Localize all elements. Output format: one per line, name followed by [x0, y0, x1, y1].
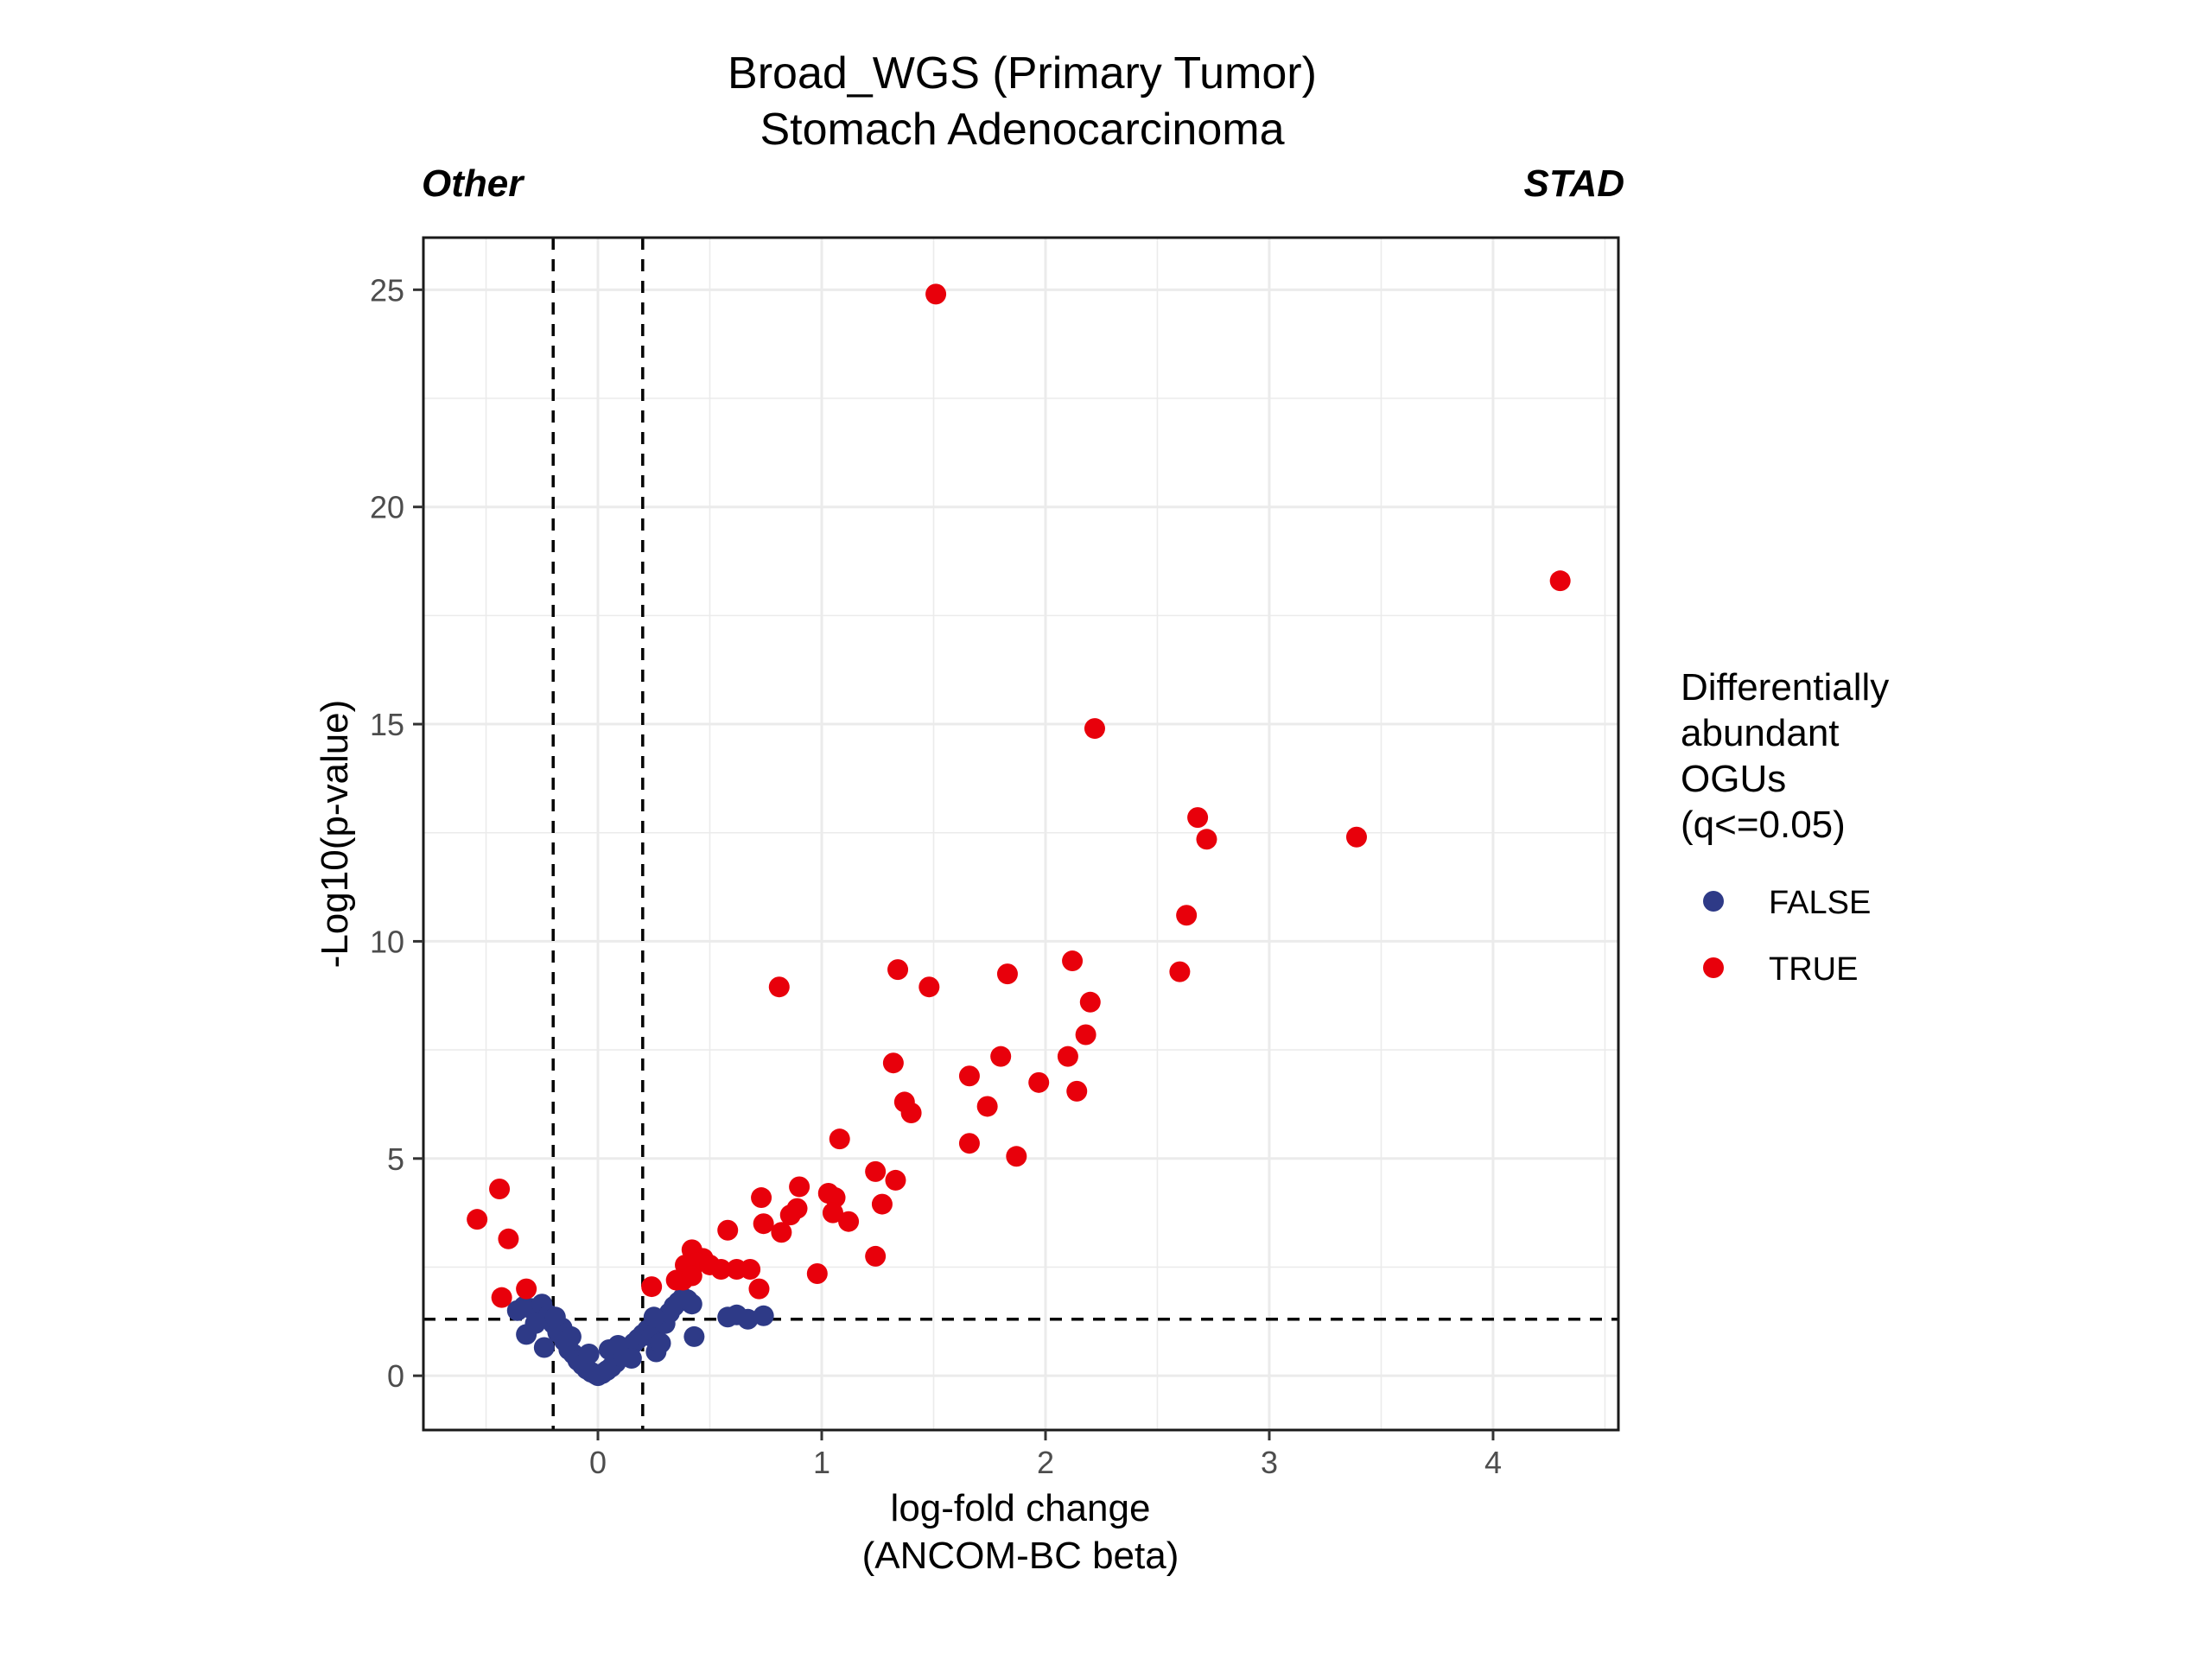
x-tick-label: 2 — [1037, 1445, 1054, 1480]
data-point-true — [467, 1209, 488, 1230]
data-point-true — [748, 1278, 770, 1300]
data-point-true — [1079, 991, 1101, 1013]
data-point-true — [1084, 718, 1105, 740]
data-point-true — [976, 1096, 998, 1117]
data-point-false — [620, 1348, 642, 1370]
legend-label-false: FALSE — [1769, 885, 1871, 921]
data-points — [467, 283, 1571, 1387]
data-point-true — [1028, 1071, 1050, 1093]
data-point-true — [753, 1213, 774, 1235]
legend-key-true — [1703, 957, 1724, 978]
legend-title-line4: (q<=0.05) — [1681, 804, 1846, 846]
y-axis-label: -Log10(p-value) — [314, 700, 356, 969]
data-point-true — [885, 1169, 906, 1191]
data-point-true — [498, 1228, 519, 1249]
data-point-true — [871, 1193, 893, 1215]
data-point-true — [1075, 1024, 1096, 1046]
data-point-false — [681, 1294, 702, 1315]
y-tick-label: 10 — [370, 924, 404, 959]
data-point-false — [607, 1334, 629, 1356]
chart-title: Broad_WGS (Primary Tumor) — [728, 48, 1317, 99]
data-point-true — [918, 976, 940, 998]
data-point-true — [1345, 826, 1367, 848]
data-point-true — [1176, 905, 1198, 926]
right-annotation: STAD — [1523, 162, 1624, 205]
left-annotation: Other — [422, 162, 525, 205]
data-point-false — [753, 1305, 774, 1326]
data-point-true — [740, 1258, 761, 1280]
data-point-true — [779, 1205, 801, 1226]
legend-label-true: TRUE — [1769, 951, 1858, 988]
threshold-lines — [423, 238, 1618, 1430]
data-point-true — [829, 1128, 850, 1150]
data-point-true — [838, 1211, 860, 1232]
y-tick-label: 20 — [370, 490, 404, 525]
data-point-true — [1062, 950, 1084, 972]
grid-lines — [423, 238, 1618, 1430]
x-axis-label-line2: (ANCOM-BC beta) — [862, 1535, 1179, 1577]
legend-key-false — [1703, 891, 1724, 912]
data-point-true — [990, 1046, 1012, 1067]
data-point-false — [643, 1306, 664, 1328]
legend-title-line1: Differentially — [1681, 666, 1889, 709]
data-point-true — [789, 1176, 810, 1198]
data-point-false — [683, 1325, 705, 1347]
data-point-true — [958, 1065, 980, 1087]
data-point-true — [641, 1276, 663, 1298]
data-point-true — [887, 959, 909, 981]
data-point-true — [717, 1219, 739, 1241]
data-point-true — [1006, 1146, 1027, 1167]
data-point-false — [650, 1332, 671, 1354]
data-point-true — [1169, 961, 1191, 982]
data-point-true — [489, 1178, 511, 1199]
data-point-true — [710, 1258, 732, 1280]
data-point-true — [1196, 829, 1217, 850]
y-tick-label: 5 — [387, 1141, 404, 1177]
data-point-true — [665, 1269, 687, 1291]
legend-title-line3: OGUs — [1681, 758, 1786, 800]
x-tick-label: 3 — [1261, 1445, 1278, 1480]
data-point-true — [771, 1222, 792, 1243]
data-point-true — [996, 963, 1018, 985]
axis-ticks: 0 1 2 3 4 0 5 10 15 20 25 — [370, 272, 1502, 1480]
data-point-true — [1057, 1046, 1078, 1067]
data-point-true — [681, 1265, 702, 1287]
y-tick-label: 0 — [387, 1358, 404, 1394]
data-point-true — [925, 283, 947, 305]
data-point-true — [1187, 807, 1209, 829]
x-tick-label: 0 — [589, 1445, 607, 1480]
data-point-true — [516, 1278, 537, 1300]
data-point-false — [578, 1344, 600, 1365]
data-point-true — [822, 1202, 843, 1224]
data-point-true — [751, 1187, 772, 1209]
plot-panel-border — [422, 236, 1620, 1432]
data-point-true — [882, 1052, 904, 1074]
x-tick-label: 4 — [1484, 1445, 1502, 1480]
data-point-true — [806, 1263, 828, 1285]
data-point-true — [958, 1133, 980, 1154]
data-point-true — [768, 976, 790, 998]
x-tick-label: 1 — [813, 1445, 830, 1480]
x-axis-label-line1: log-fold change — [891, 1487, 1151, 1529]
data-point-true — [865, 1245, 887, 1267]
data-point-true — [491, 1287, 512, 1308]
data-point-false — [560, 1325, 582, 1347]
y-tick-label: 25 — [370, 272, 404, 308]
data-point-false — [544, 1306, 566, 1328]
data-point-false — [524, 1313, 546, 1334]
legend: Differentially abundant OGUs (q<=0.05) F… — [1681, 666, 1889, 988]
data-point-true — [900, 1103, 922, 1124]
data-point-true — [1066, 1080, 1088, 1102]
chart-subtitle: Stomach Adenocarcinoma — [760, 105, 1284, 155]
data-point-false — [533, 1337, 555, 1358]
legend-title-line2: abundant — [1681, 712, 1840, 754]
data-point-true — [865, 1160, 887, 1182]
data-point-false — [726, 1304, 747, 1325]
data-point-true — [824, 1187, 846, 1209]
y-tick-label: 15 — [370, 707, 404, 742]
data-point-true — [1549, 570, 1571, 592]
